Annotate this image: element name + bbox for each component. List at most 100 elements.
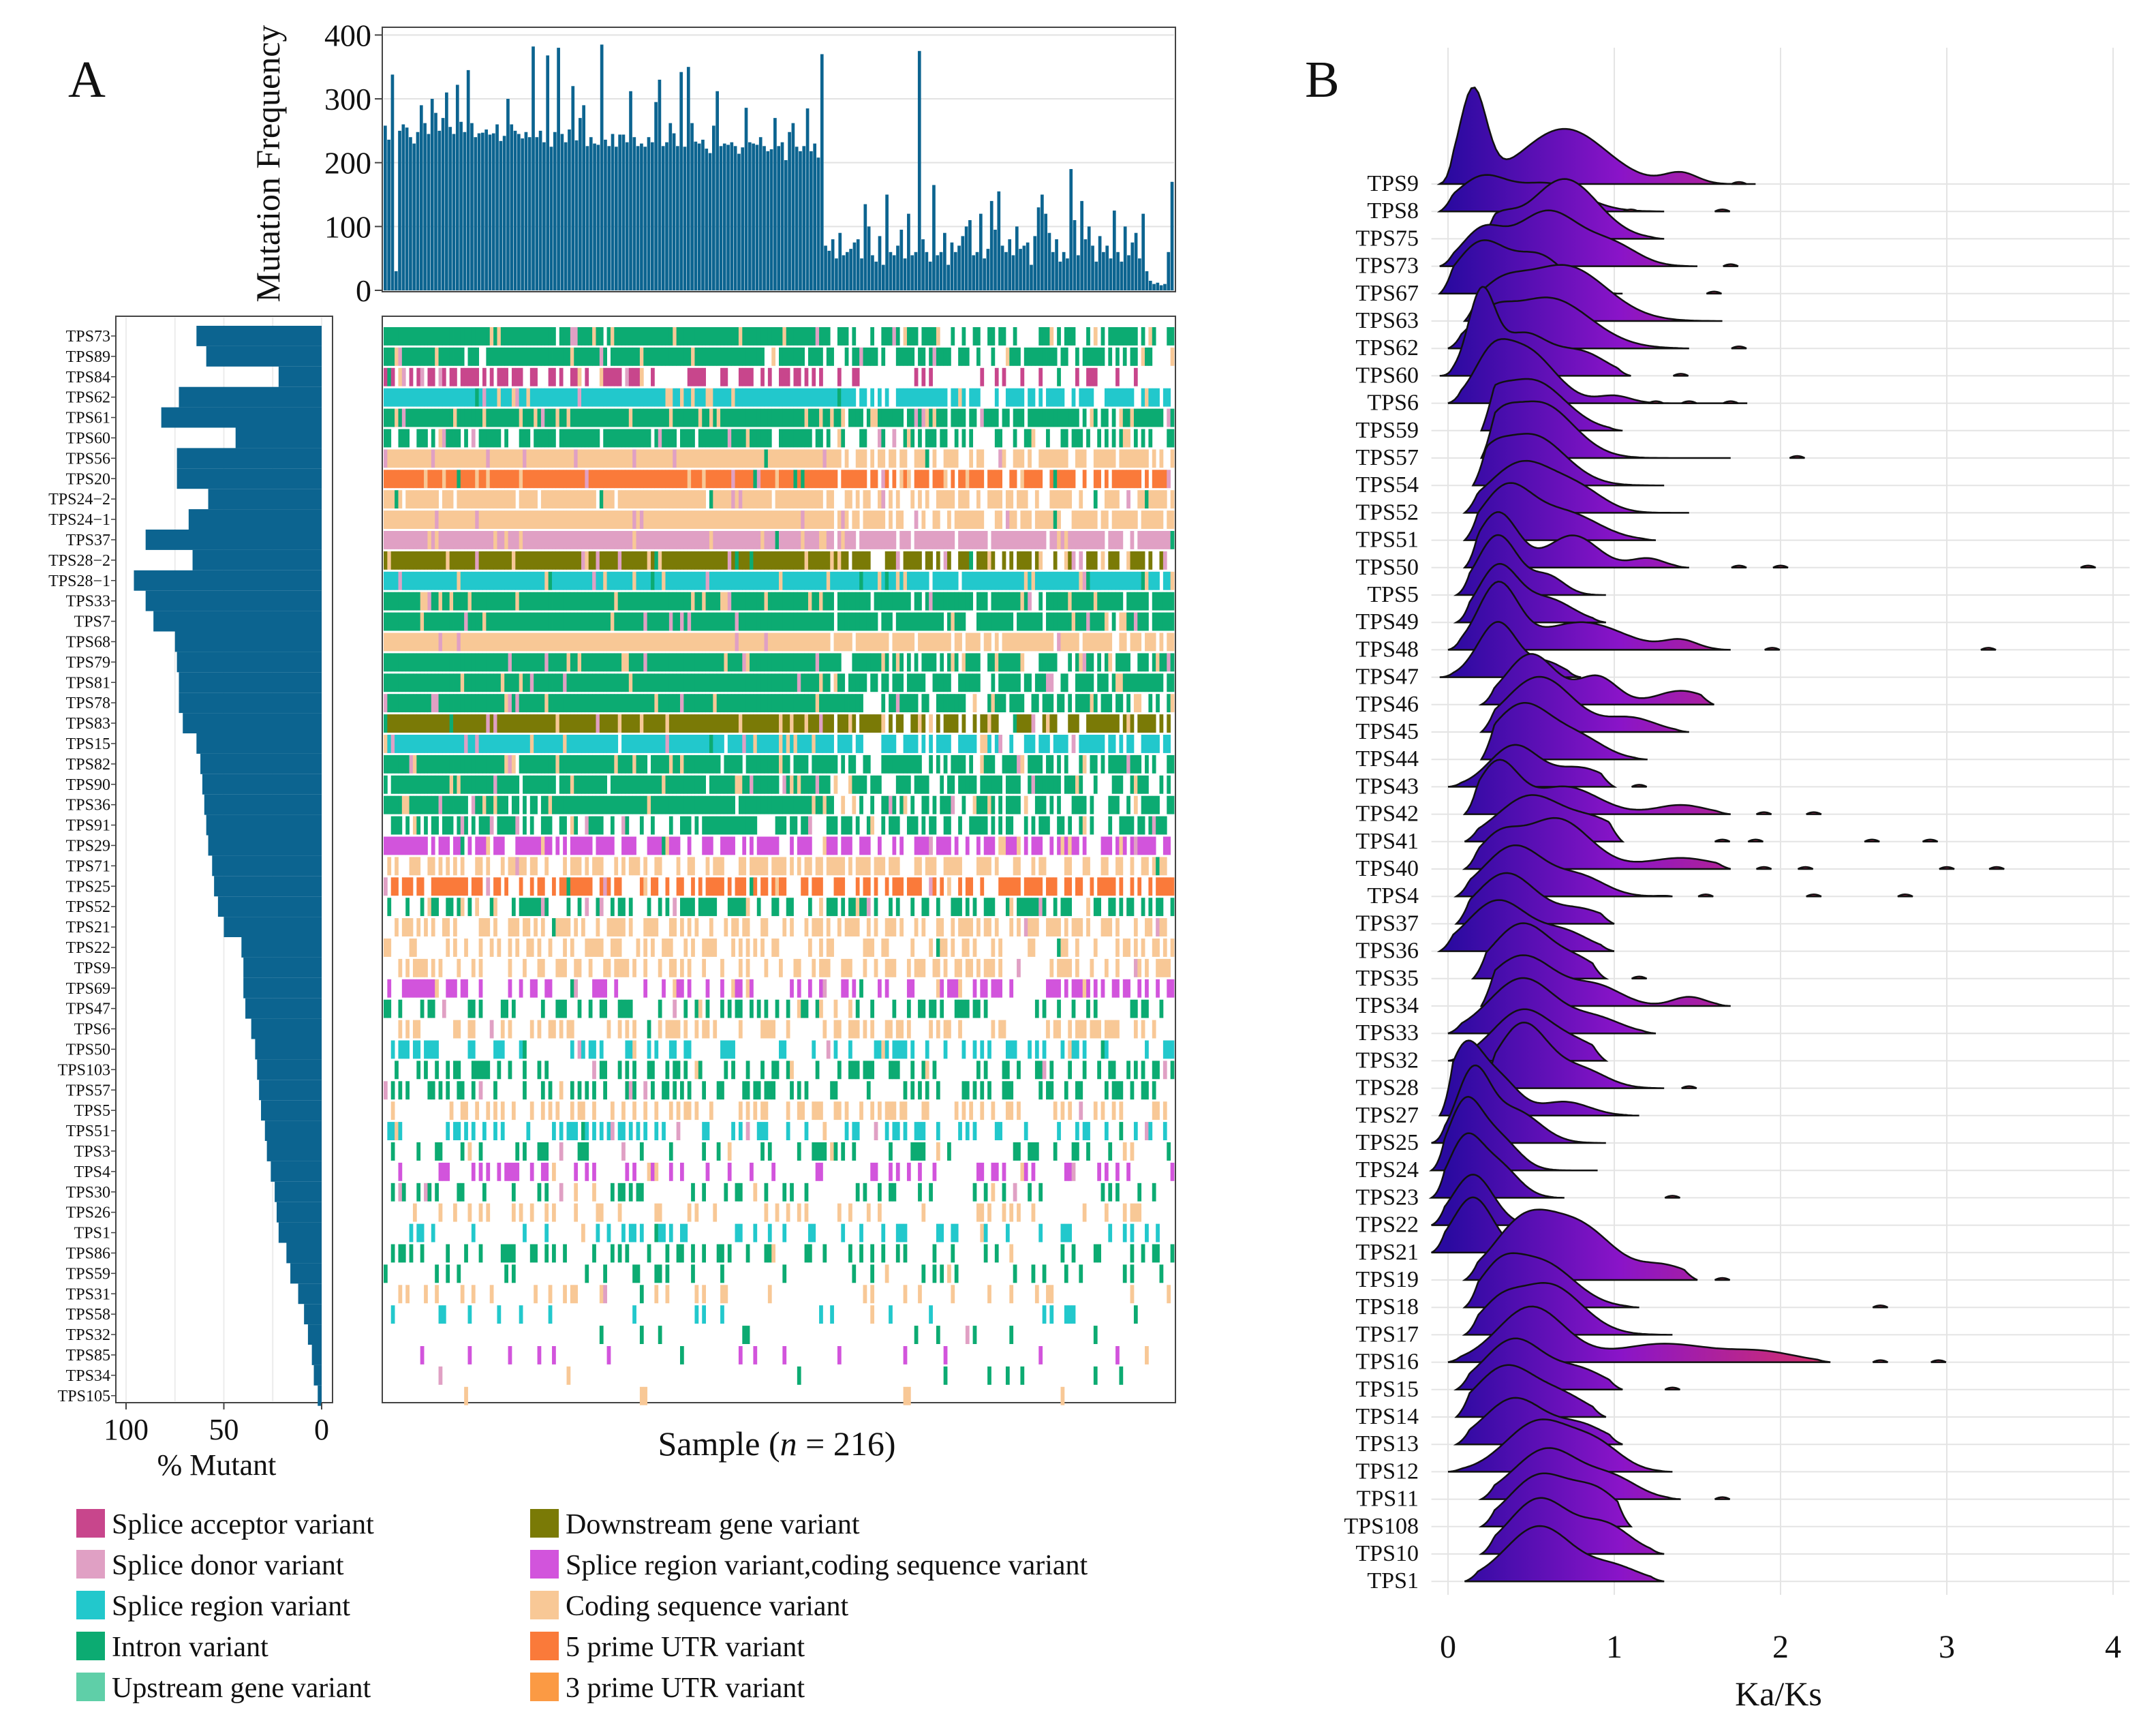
heatmap-cell xyxy=(398,327,403,346)
heatmap-cell xyxy=(903,429,908,448)
heatmap-cell xyxy=(1167,470,1171,489)
heatmap-cell xyxy=(812,490,816,509)
heatmap-cell xyxy=(1013,510,1017,529)
mutation-frequency-bar xyxy=(1152,284,1156,290)
heatmap-cell xyxy=(625,653,630,672)
heatmap-cell xyxy=(511,327,516,346)
heatmap-cell xyxy=(599,490,604,509)
heatmap-cell xyxy=(980,408,985,427)
heatmap-cell xyxy=(735,490,739,509)
heatmap-cell xyxy=(548,490,553,509)
heatmap-cell xyxy=(395,531,399,549)
heatmap-cell xyxy=(720,408,724,427)
heatmap-cell xyxy=(914,754,919,774)
heatmap-cell xyxy=(519,735,523,753)
heatmap-cell xyxy=(767,367,772,386)
heatmap-cell xyxy=(424,531,428,549)
heatmap-cell xyxy=(493,795,497,814)
heatmap-cell xyxy=(676,754,681,774)
heatmap-cell xyxy=(954,429,959,448)
heatmap-cell xyxy=(910,735,915,753)
mutation-frequency-bar xyxy=(849,249,852,290)
heatmap-cell xyxy=(903,612,908,631)
heatmap-cell xyxy=(1133,449,1138,468)
heatmap-cell xyxy=(603,347,607,366)
heatmap-cell xyxy=(676,470,681,489)
heatmap-cell xyxy=(632,632,636,652)
heatmap-cell xyxy=(442,694,446,713)
heatmap-cell xyxy=(961,531,966,549)
heatmap-cell xyxy=(713,775,718,794)
mutation-frequency-bar xyxy=(1041,194,1044,290)
heatmap-cell xyxy=(537,592,542,611)
heatmap-cell xyxy=(1053,347,1058,366)
heatmap-cell xyxy=(760,470,765,489)
heatmap-cell xyxy=(807,408,812,427)
heatmap-cell xyxy=(1148,632,1153,652)
heatmap-cell xyxy=(936,490,940,509)
heatmap-cell xyxy=(914,367,919,386)
heatmap-cell xyxy=(540,592,545,611)
heatmap-cell xyxy=(1068,714,1073,733)
heatmap-cell xyxy=(628,836,633,855)
heatmap-cell xyxy=(493,592,497,611)
heatmap-cell xyxy=(416,795,421,814)
heatmap-cell xyxy=(943,714,948,733)
heatmap-cell xyxy=(764,795,769,814)
heatmap-cell xyxy=(750,632,754,652)
heatmap-cell xyxy=(1086,531,1090,549)
heatmap-cell xyxy=(570,531,574,549)
heatmap-cell xyxy=(617,347,622,366)
heatmap-cell xyxy=(1064,490,1068,509)
heatmap-cell xyxy=(753,754,758,774)
heatmap-cell xyxy=(921,694,926,713)
heatmap-cell xyxy=(991,653,996,672)
heatmap-cell xyxy=(1111,714,1116,733)
heatmap-cell xyxy=(822,327,827,346)
heatmap-cell xyxy=(548,388,553,407)
heatmap-cell xyxy=(449,694,454,713)
heatmap-cell xyxy=(581,470,585,489)
heatmap-cell xyxy=(841,735,846,753)
heatmap-cell xyxy=(709,673,713,692)
heatmap-cell xyxy=(884,754,889,774)
heatmap-cell xyxy=(947,653,951,672)
heatmap-cell xyxy=(1111,429,1116,448)
heatmap-cell xyxy=(819,694,823,713)
heatmap-cell xyxy=(815,510,820,529)
heatmap-cell xyxy=(863,653,867,672)
mutation-frequency-bar xyxy=(1112,210,1116,290)
heatmap-cell xyxy=(603,429,607,448)
heatmap-cell xyxy=(1100,694,1105,713)
heatmap-cell xyxy=(694,327,699,346)
heatmap-cell xyxy=(848,571,852,590)
heatmap-cell xyxy=(790,510,794,529)
heatmap-cell xyxy=(395,327,399,346)
heatmap-cell xyxy=(647,510,651,529)
heatmap-cell xyxy=(1060,470,1065,489)
heatmap-cell xyxy=(596,531,600,549)
heatmap-cell xyxy=(863,612,867,631)
heatmap-cell xyxy=(753,775,758,794)
heatmap-cell xyxy=(592,327,596,346)
heatmap-cell xyxy=(943,754,948,774)
heatmap-cell xyxy=(745,367,750,386)
heatmap-cell xyxy=(442,470,446,489)
heatmap-cell xyxy=(1111,735,1116,753)
heatmap-cell xyxy=(544,673,549,692)
heatmap-cell xyxy=(994,592,999,611)
heatmap-cell xyxy=(1009,490,1014,509)
heatmap-cell xyxy=(643,429,648,448)
heatmap-cell xyxy=(852,571,857,590)
heatmap-cell xyxy=(1156,571,1160,590)
heatmap-cell xyxy=(438,592,443,611)
heatmap-cell xyxy=(1060,531,1065,549)
heatmap-cell xyxy=(771,694,776,713)
gene-label: TPS89 xyxy=(66,348,110,366)
mutation-frequency-bar xyxy=(488,134,492,290)
heatmap-cell xyxy=(720,775,724,794)
heatmap-cell xyxy=(680,795,684,814)
heatmap-cell xyxy=(1119,531,1124,549)
heatmap-cell xyxy=(1013,571,1017,590)
heatmap-cell xyxy=(1119,408,1124,427)
